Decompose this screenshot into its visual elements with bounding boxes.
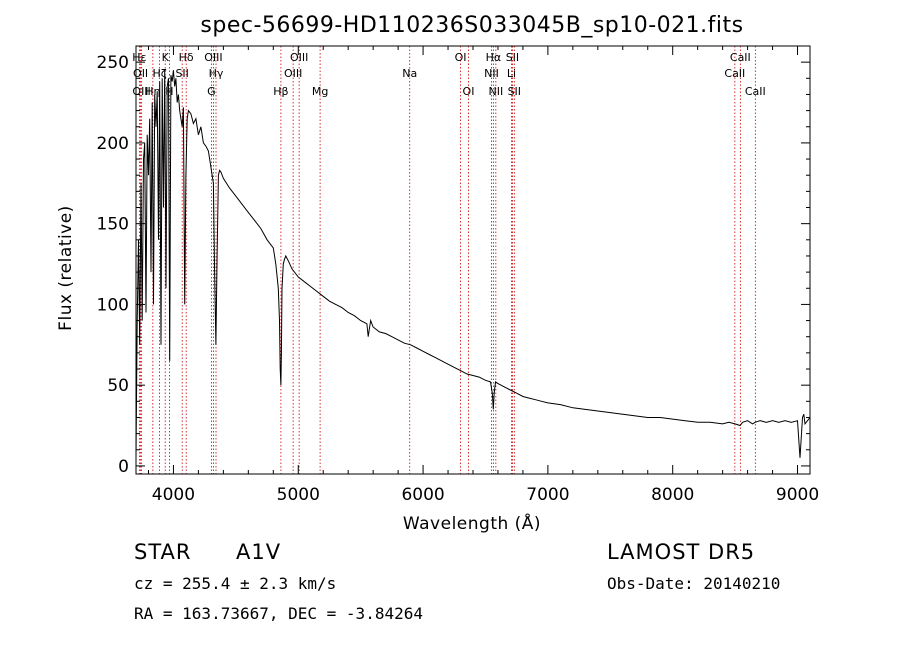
spectral-line-label: Li	[507, 67, 516, 80]
spectral-line-label: OI	[455, 51, 467, 64]
plot-frame	[135, 45, 811, 475]
x-tick-label: 4000	[152, 485, 195, 505]
spectral-line-label: K	[162, 51, 170, 64]
spectral-line-label: OIII	[284, 67, 302, 80]
spectral-line-label: Na	[402, 67, 417, 80]
x-tick-label: 9000	[776, 485, 819, 505]
spectral-line-markers	[138, 46, 756, 474]
coordinates-text: RA = 163.73667, DEC = -3.84264	[134, 604, 423, 623]
spectral-line-label: SII	[175, 67, 188, 80]
y-tick-label: 100	[97, 295, 129, 315]
x-axis-ticks: 4000 5000 6000 7000 8000 9000	[147, 46, 819, 505]
x-tick-label: 5000	[277, 485, 320, 505]
spectral-line-label: H	[165, 85, 173, 98]
spectral-line-label: NII	[488, 85, 503, 98]
spectral-line-label: OIII	[204, 51, 222, 64]
y-tick-label: 50	[107, 376, 129, 396]
spectral-line-label: CaII	[745, 85, 766, 98]
spectral-line-label: Hζ	[152, 67, 166, 80]
x-axis-label: Wavelength (Å)	[403, 512, 541, 534]
spectral-line-label: Hβ	[273, 85, 288, 98]
spectral-line-label: Hα	[486, 51, 502, 64]
spectral-line-label: SII	[506, 51, 519, 64]
spectral-line-label: G	[207, 85, 216, 98]
y-tick-label: 150	[97, 215, 129, 235]
spectral-line-label: CaII	[724, 67, 745, 80]
object-subclass: A1V	[236, 540, 282, 564]
spectral-line-label: Hδ	[179, 51, 194, 64]
spectral-line-label: OI	[463, 85, 475, 98]
y-tick-label: 250	[97, 53, 129, 73]
x-tick-label: 8000	[651, 485, 694, 505]
y-tick-label: 200	[97, 134, 129, 154]
spectral-line-label: NII	[484, 67, 499, 80]
spectral-line-label: Hη	[145, 85, 160, 98]
spectral-line-label: Hγ	[209, 67, 224, 80]
chart-title: spec-56699-HD110236S033045B_sp10-021.fit…	[200, 13, 743, 38]
obs-date-text: Obs-Date: 20140210	[607, 574, 781, 593]
redshift-text: cz = 255.4 ± 2.3 km/s	[134, 574, 337, 593]
object-class: STAR	[134, 540, 192, 564]
spectral-line-label: SII	[508, 85, 521, 98]
spectral-line-label: CaII	[730, 51, 751, 64]
spectrum-line	[135, 70, 811, 458]
x-tick-label: 7000	[526, 485, 569, 505]
survey-name: LAMOST DR5	[607, 540, 756, 564]
x-tick-label: 6000	[401, 485, 444, 505]
spectral-line-label: Mg	[312, 85, 328, 98]
spectral-line-label: OII	[133, 67, 148, 80]
y-axis-label: Flux (relative)	[56, 205, 76, 331]
spectral-line-label: OIII	[290, 51, 308, 64]
y-axis-ticks: 0 50 100 150 200 250	[97, 53, 810, 477]
y-tick-label: 0	[118, 457, 129, 477]
